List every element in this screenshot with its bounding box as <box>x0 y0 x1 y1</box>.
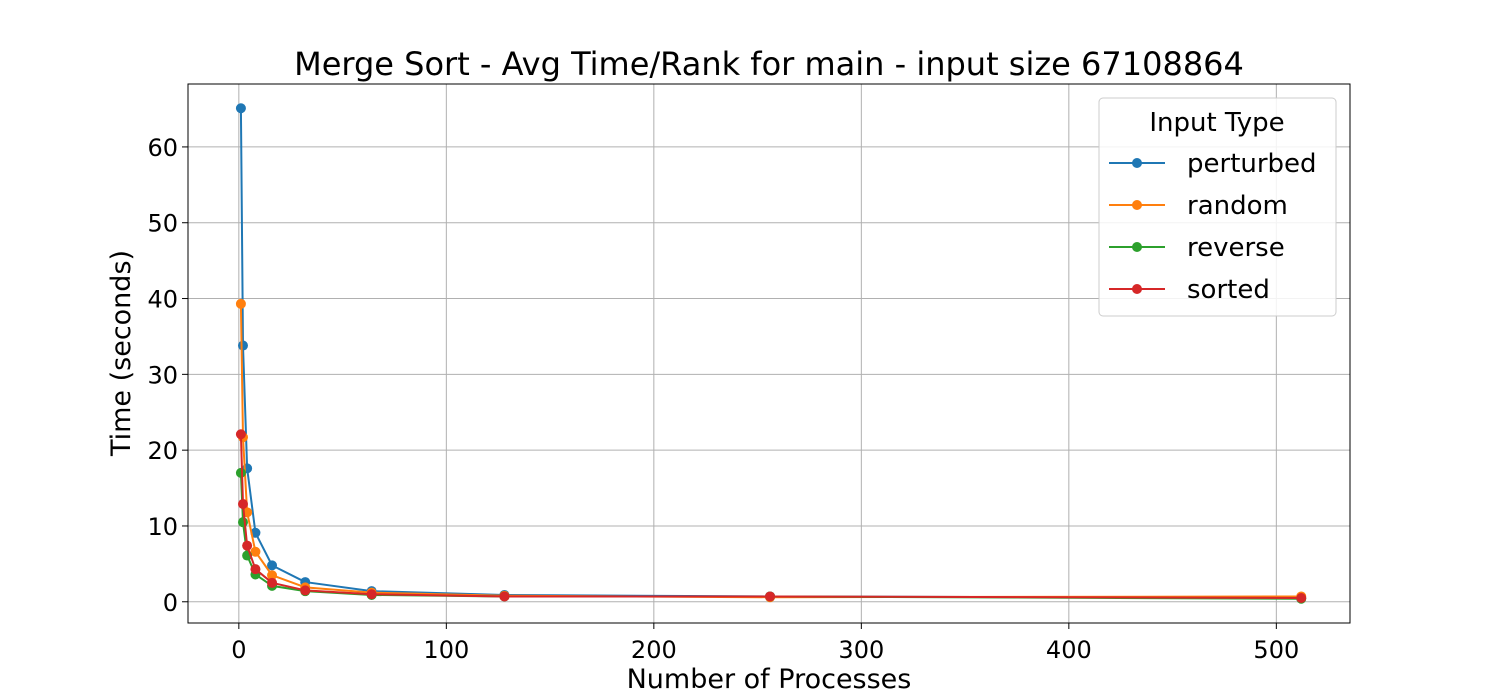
chart-title: Merge Sort - Avg Time/Rank for main - in… <box>294 45 1244 83</box>
y-axis-label: Time (seconds) <box>106 250 137 457</box>
data-point-reverse <box>237 517 248 528</box>
data-point-random <box>267 570 278 581</box>
plot-frame <box>187 83 1351 624</box>
y-tick-label: 40 <box>147 286 178 314</box>
data-point-sorted <box>237 498 248 509</box>
legend-title: Input Type <box>1149 108 1284 138</box>
data-point-sorted <box>366 589 377 600</box>
x-tick-label: 200 <box>631 636 677 664</box>
data-point-sorted <box>499 591 510 602</box>
data-point-sorted <box>765 591 776 602</box>
legend-marker <box>1132 200 1142 210</box>
x-axis-label: Number of Processes <box>627 664 912 695</box>
series-sorted <box>235 429 1307 603</box>
legend-label: reverse <box>1187 233 1285 263</box>
data-point-sorted <box>250 564 261 575</box>
data-point-random <box>250 546 261 557</box>
series-line-sorted <box>239 434 1302 599</box>
x-tick-label: 0 <box>231 636 246 664</box>
legend-item-sorted: sorted <box>1109 275 1270 305</box>
data-point-perturbed <box>237 340 248 351</box>
data-point-random <box>235 298 246 309</box>
legend-marker <box>1132 242 1142 252</box>
legend-label: random <box>1187 191 1288 221</box>
y-tick-label: 30 <box>147 361 178 389</box>
data-point-sorted <box>235 429 246 440</box>
legend-box <box>1098 97 1337 317</box>
data-point-sorted <box>267 577 278 588</box>
legend-item-reverse: reverse <box>1109 233 1285 263</box>
x-tick-label: 300 <box>838 636 884 664</box>
legend-items: perturbed random reverse sorted <box>1109 149 1317 305</box>
y-tick-label: 0 <box>163 589 178 617</box>
y-tick-label: 20 <box>147 437 178 465</box>
data-point-perturbed <box>267 560 278 571</box>
axis-ticks: 0 100 200 300 400 500 0 10 20 30 40 50 60 <box>147 134 1299 664</box>
legend-label: sorted <box>1187 275 1270 305</box>
legend: Input Type perturbed random reverse sorted <box>1098 97 1337 317</box>
x-tick-label: 500 <box>1253 636 1299 664</box>
data-point-sorted <box>300 585 311 596</box>
data-point-reverse <box>235 467 246 478</box>
x-tick-label: 400 <box>1046 636 1092 664</box>
data-point-sorted <box>242 540 253 551</box>
x-tick-label: 100 <box>423 636 469 664</box>
y-tick-label: 10 <box>147 513 178 541</box>
legend-marker <box>1132 284 1142 294</box>
legend-label: perturbed <box>1187 149 1317 179</box>
legend-marker <box>1132 158 1142 168</box>
legend-item-perturbed: perturbed <box>1109 149 1317 179</box>
y-tick-label: 60 <box>147 134 178 162</box>
y-tick-label: 50 <box>147 210 178 238</box>
data-point-perturbed <box>235 103 246 114</box>
legend-item-random: random <box>1109 191 1288 221</box>
data-point-sorted <box>1296 592 1307 603</box>
plot-series <box>235 103 1307 604</box>
